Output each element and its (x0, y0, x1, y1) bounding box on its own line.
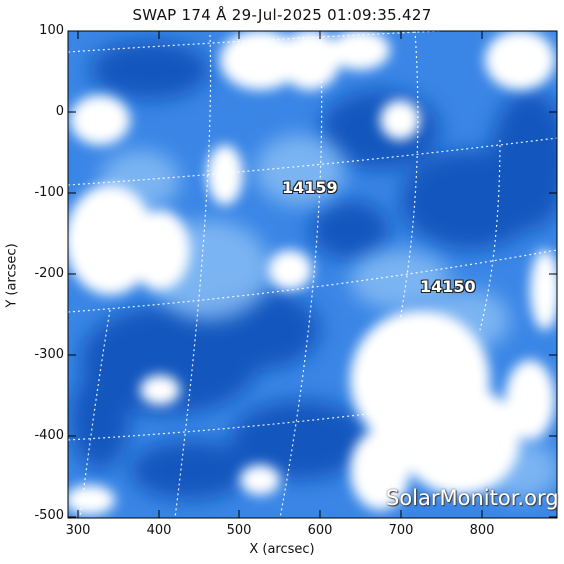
x-tick-label: 500 (226, 523, 252, 538)
y-tick-label: -100 (34, 185, 64, 200)
x-axis-title: X (arcsec) (249, 542, 315, 557)
active-region-label: 14159 (282, 178, 338, 197)
y-tick-label: -400 (34, 428, 64, 443)
x-tick-label: 700 (388, 523, 414, 538)
x-tick-label: 600 (307, 523, 333, 538)
x-tick-label: 800 (469, 523, 495, 538)
y-tick-label: -300 (34, 347, 64, 362)
y-tick-label: -200 (34, 266, 64, 281)
axis-ticks (68, 30, 557, 518)
euv-image (68, 31, 557, 518)
y-tick-label: -500 (34, 508, 64, 523)
y-axis-title: Y (arcsec) (4, 243, 20, 308)
active-region-label: 14150 (420, 277, 476, 296)
y-tick-label: 0 (55, 104, 64, 119)
x-tick-label: 300 (65, 523, 91, 538)
plot-title: SWAP 174 Å 29-Jul-2025 01:09:35.427 (132, 6, 432, 24)
watermark-logo: SolarMonitor.org (386, 486, 559, 510)
x-tick-label: 400 (146, 523, 172, 538)
y-tick-label: 100 (39, 23, 64, 38)
